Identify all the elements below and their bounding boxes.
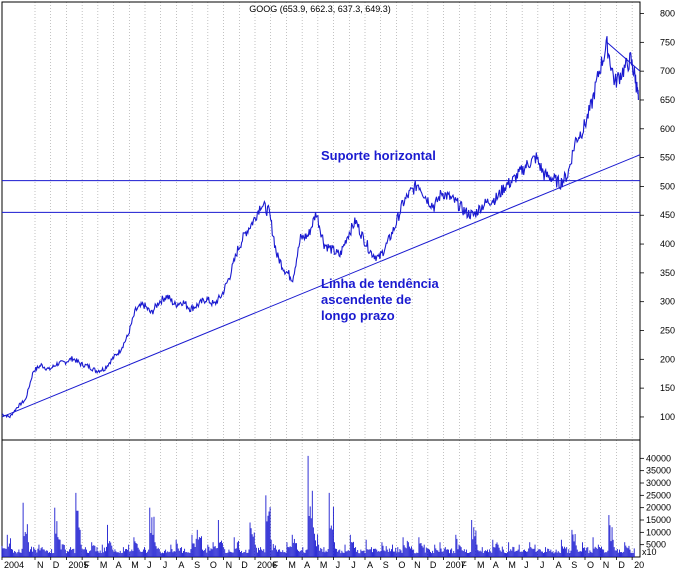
x-tick-label: O [398,560,405,570]
price-tick-label: 500 [660,181,675,191]
volume-tick-label: 30000 [646,478,671,488]
volume-tick-label: 10000 [646,527,671,537]
x-tick-label: A [304,560,310,570]
volume-tick-label: 35000 [646,466,671,476]
x-tick-label: J [147,560,152,570]
x-tick-label: D [618,560,625,570]
price-tick-label: 100 [660,412,675,422]
x-tick-label: M [131,560,139,570]
overlay-lines [1,41,641,418]
x-tick-label: A [178,560,184,570]
x-tick-label: 2004 [4,560,24,570]
price-tick-label: 450 [660,210,675,220]
price-tick-label: 700 [660,66,675,76]
grid-lines [34,2,633,557]
x-tick-label: M [100,560,108,570]
x-tick-label: M [320,560,328,570]
x-tick-label: J [524,560,529,570]
trend-label-line3: longo prazo [321,308,395,323]
x-tick-label: O [210,560,217,570]
price-series [1,36,639,419]
support-label: Suporte horizontal [321,148,436,163]
resistance-line [606,41,641,72]
trend-label-line2: ascendente de [321,292,411,307]
x-tick-label: D [241,560,248,570]
x-tick-label: A [556,560,562,570]
price-line [1,36,639,419]
chart-title: GOOG (653.9, 662.3, 637.3, 649.3) [249,4,391,14]
x-tick-label: N [603,560,610,570]
x-tick-label: N [226,560,233,570]
price-tick-label: 300 [660,297,675,307]
x-tick-label: S [571,560,577,570]
x-tick-label: F [273,560,279,570]
price-tick-label: 400 [660,239,675,249]
price-axis: 100 150 200 250 300 350 400 450 500 550 600 650 700 7… [640,9,675,422]
volume-tick-label: 40000 [646,453,671,463]
volume-tick-label: 15000 [646,515,671,525]
x-tick-label: A [367,560,373,570]
volume-scale-label: x10 [642,547,657,557]
x-tick-label: J [351,560,356,570]
volume-axis: 5000 10000 15000 20000 25000 30000 35000 40000 x… [640,453,671,557]
x-tick-label: M [508,560,516,570]
volume-tick-label: 5000 [646,540,666,550]
x-tick-label: J [336,560,341,570]
price-tick-label: 200 [660,354,675,364]
x-tick-label: 2006 [257,560,277,570]
x-tick-label: M [477,560,485,570]
x-tick-label: 2005 [68,560,88,570]
volume-tick-label: 25000 [646,490,671,500]
x-tick-label: D [430,560,437,570]
price-tick-label: 650 [660,95,675,105]
volume-bars [1,455,635,557]
x-tick-label: A [116,560,122,570]
x-tick-label: J [163,560,168,570]
volume-tick-label: 20000 [646,503,671,513]
price-tick-label: 550 [660,153,675,163]
price-tick-label: 600 [660,124,675,134]
price-tick-label: 250 [660,326,675,336]
x-tick-label: S [194,560,200,570]
price-tick-label: 350 [660,268,675,278]
x-tick-label: O [587,560,594,570]
x-tick-label: J [540,560,545,570]
trend-label-line1: Linha de tendência [321,276,440,291]
price-tick-label: 800 [660,9,675,19]
x-tick-label: 20 [634,560,644,570]
x-tick-label: F [84,560,90,570]
x-tick-label: M [288,560,296,570]
x-tick-label: A [493,560,499,570]
x-tick-label: S [383,560,389,570]
price-tick-label: 150 [660,383,675,393]
x-tick-label: N [414,560,421,570]
x-tick-label: N [37,560,44,570]
x-tick-label: D [53,560,60,570]
trend-line [1,154,641,418]
x-tick-label: 2007 [446,560,466,570]
x-tick-label: F [461,560,467,570]
price-tick-label: 750 [660,37,675,47]
